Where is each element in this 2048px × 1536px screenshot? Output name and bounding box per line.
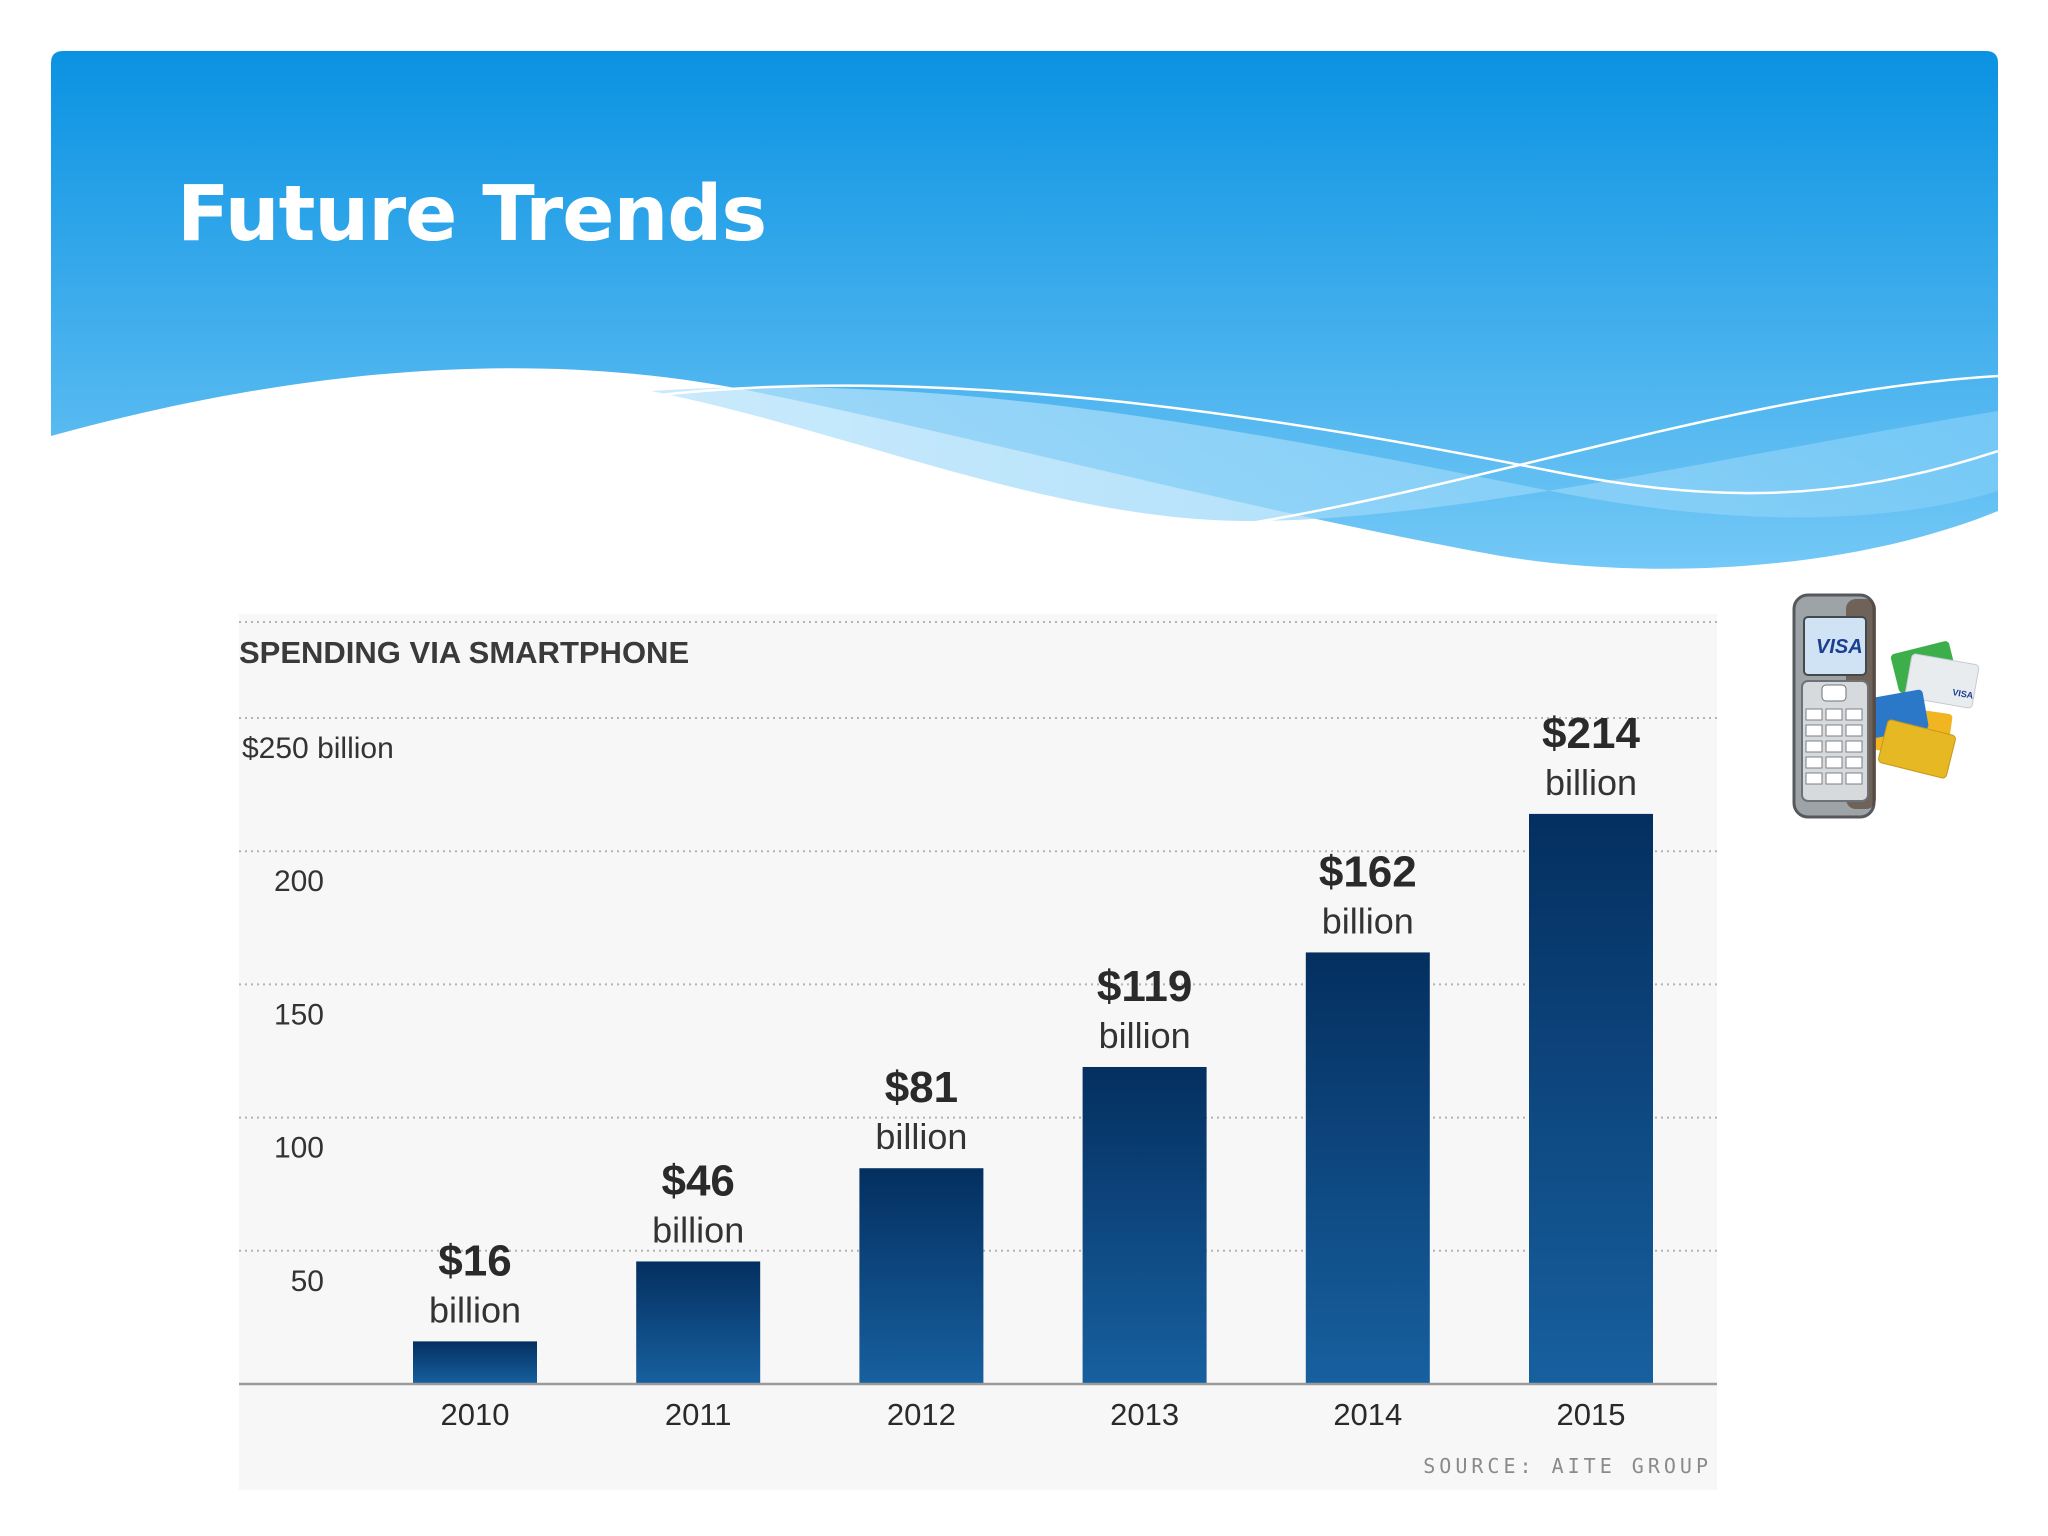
bar — [1082, 1066, 1207, 1384]
chart-title: SPENDING VIA SMARTPHONE — [239, 635, 689, 670]
x-tick-label: 2012 — [887, 1397, 956, 1432]
source-note: SOURCE: AITE GROUP — [1423, 1454, 1712, 1478]
label-layer: $16billion$46billion$81billion$119billio… — [429, 709, 1640, 1330]
data-label-amount: $119 — [1097, 962, 1192, 1011]
data-label-unit: billion — [429, 1289, 521, 1330]
bar — [636, 1261, 761, 1384]
x-tick-label: 2010 — [441, 1397, 510, 1432]
bar-layer — [413, 813, 1653, 1384]
data-label-amount: $81 — [885, 1063, 958, 1112]
bar — [859, 1168, 984, 1384]
y-tick-label: 150 — [274, 998, 324, 1031]
x-tick-label: 2015 — [1557, 1397, 1626, 1432]
grid-layer: 50 100 150 200 $250 billion — [239, 717, 1717, 1298]
phone-screen-text: VISA — [1816, 636, 1863, 658]
y-tick-label: 200 — [274, 865, 324, 898]
phone-with-cards-icon: VISA VISA — [1792, 593, 1980, 819]
x-tick-label: 2013 — [1110, 1397, 1179, 1432]
bar — [1529, 813, 1653, 1384]
x-tick-layer: 2010 2011 2012 2013 2014 2015 — [441, 1397, 1626, 1432]
data-label-amount: $46 — [661, 1156, 734, 1205]
data-label-unit: billion — [1322, 900, 1414, 941]
x-tick-label: 2011 — [665, 1397, 732, 1432]
data-label-amount: $162 — [1319, 847, 1417, 896]
bar — [1305, 952, 1430, 1384]
y-tick-label: 100 — [274, 1132, 324, 1165]
data-label-unit: billion — [1099, 1015, 1191, 1056]
data-label-amount: $214 — [1542, 709, 1640, 758]
bar — [413, 1341, 537, 1384]
header-blue-fill — [51, 51, 1998, 569]
data-label-unit: billion — [875, 1116, 967, 1157]
data-label-unit: billion — [1545, 762, 1637, 803]
x-tick-label: 2014 — [1333, 1397, 1402, 1432]
y-tick-label: 50 — [291, 1265, 324, 1298]
header-wave-line-a — [650, 384, 1998, 495]
slide-title: Future Trends — [177, 170, 767, 259]
header-wave-line-b — [1250, 374, 1998, 525]
chart-panel: SPENDING VIA SMARTPHONE 50 100 150 200 $250 … — [239, 614, 1717, 1490]
card-text: VISA — [1952, 687, 1975, 701]
bar-chart: SPENDING VIA SMARTPHONE 50 100 150 200 $250 … — [239, 621, 1717, 1478]
y-tick-label: $250 billion — [242, 732, 394, 765]
data-label-unit: billion — [652, 1209, 744, 1250]
data-label-amount: $16 — [438, 1236, 511, 1285]
slide-header-banner — [51, 51, 1998, 569]
